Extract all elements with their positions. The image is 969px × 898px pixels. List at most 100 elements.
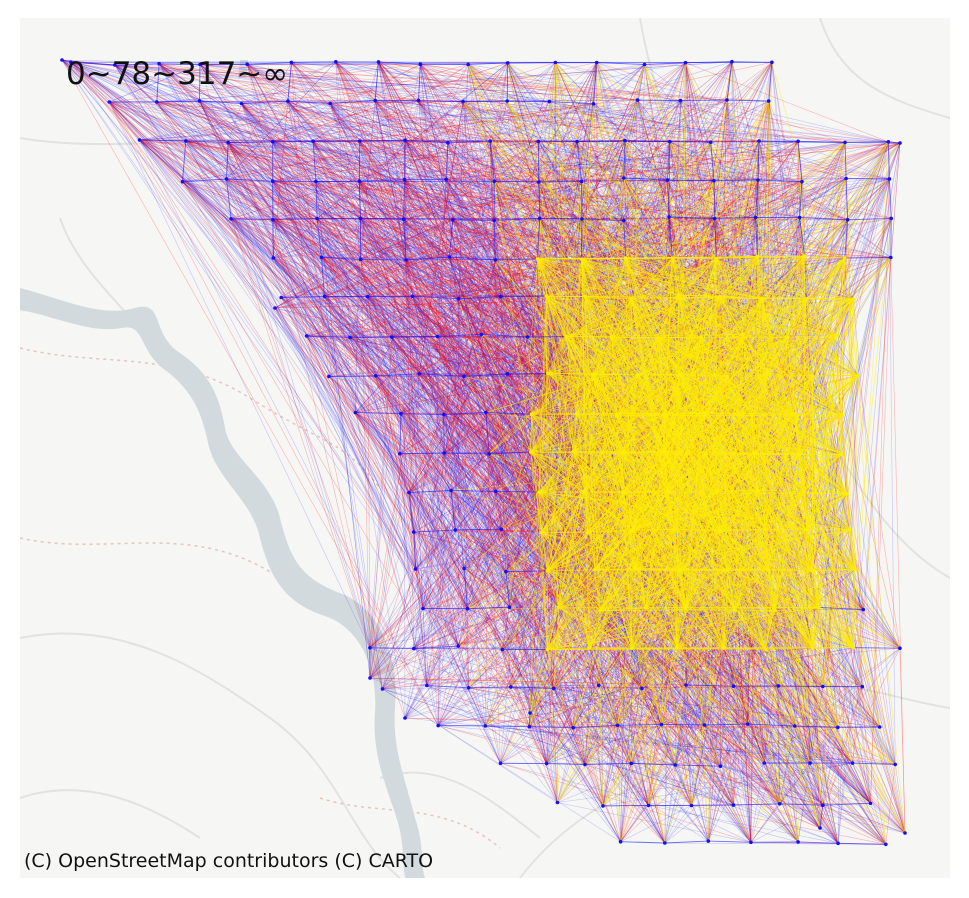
flow-node (722, 646, 726, 650)
flow-node (590, 372, 595, 377)
flow-node (137, 138, 142, 142)
flow-node (703, 411, 708, 415)
flow-node (800, 179, 804, 184)
flow-node (659, 722, 664, 727)
flow-node (411, 530, 416, 534)
flow-node (903, 831, 907, 835)
flow-node (380, 687, 385, 691)
flow-node (553, 60, 558, 65)
flow-node (444, 177, 448, 182)
flow-node (535, 257, 540, 261)
flow-node (416, 98, 421, 103)
flow-node (583, 762, 587, 767)
flow-map[interactable] (20, 18, 950, 878)
flow-node (635, 98, 640, 102)
flow-node (504, 569, 508, 574)
flow-node (770, 60, 774, 65)
flow-node (633, 566, 637, 571)
flow-node (436, 723, 441, 728)
flow-node (860, 684, 865, 689)
flow-node (839, 452, 844, 457)
flow-node (631, 528, 635, 532)
flow-node (184, 139, 188, 143)
flow-node (403, 716, 407, 720)
flow-node (446, 141, 450, 145)
flow-node (465, 606, 470, 611)
flow-node (836, 841, 840, 846)
flow-node (226, 140, 230, 145)
flow-node (718, 764, 723, 768)
flow-node (466, 686, 471, 690)
flow-node (466, 62, 471, 67)
flow-node (591, 102, 596, 106)
flow-node (479, 332, 484, 337)
flow-node (741, 332, 745, 337)
flow-node (678, 98, 683, 103)
flow-node (884, 842, 888, 847)
flow-node (314, 179, 318, 184)
flow-node (868, 801, 873, 806)
flow-node (817, 605, 821, 610)
flow-node (399, 411, 403, 416)
flow-node (785, 335, 790, 340)
flow-node (877, 725, 882, 729)
flow-node (851, 645, 856, 650)
flow-node (663, 841, 667, 845)
flow-node (703, 453, 708, 457)
flow-node (544, 761, 549, 766)
flow-node (157, 61, 161, 66)
flow-node (622, 218, 626, 223)
flow-node (887, 177, 892, 181)
flow-node (598, 608, 602, 613)
flow-node (646, 803, 651, 808)
flow-node (708, 140, 713, 144)
flow-node (552, 686, 556, 691)
flow-node (451, 218, 455, 222)
flow-node (889, 255, 893, 260)
flow-node (556, 605, 561, 610)
flow-node (498, 761, 503, 765)
flow-node (898, 646, 902, 650)
flow-node (487, 452, 492, 456)
flow-node (462, 374, 466, 379)
flow-node (850, 761, 855, 765)
flow-node (270, 140, 275, 144)
flow-node (752, 451, 756, 456)
flow-nodes (60, 58, 907, 847)
flow-node (289, 60, 294, 65)
flow-node (403, 138, 407, 142)
flow-node (357, 139, 362, 143)
flow-node (796, 139, 800, 144)
flow-node (712, 178, 716, 183)
flow-node (886, 140, 891, 144)
flow-node (856, 373, 860, 378)
flow-node (571, 725, 575, 730)
flow-node (575, 139, 579, 144)
flow-node (456, 296, 461, 301)
flow-node (525, 335, 530, 339)
flow-node (629, 761, 634, 766)
flow-node (810, 569, 815, 573)
flow-node (574, 411, 579, 416)
flow-node (500, 647, 505, 652)
flow-node (271, 256, 276, 260)
flow-node (447, 255, 452, 259)
flow-node (821, 803, 825, 807)
flow-node (715, 489, 719, 494)
map-attribution: (C) OpenStreetMap contributors (C) CARTO (24, 850, 434, 872)
flow-node (889, 216, 893, 221)
map-frame[interactable]: 0~78~317~∞ (C) OpenStreetMap contributor… (20, 18, 950, 878)
flow-node (270, 179, 275, 183)
flow-node (805, 297, 809, 301)
flow-node (804, 528, 809, 532)
flow-node (229, 217, 233, 221)
flow-node (69, 60, 73, 64)
flow-node (732, 608, 737, 612)
flow-node (373, 98, 378, 103)
flow-node (818, 826, 822, 830)
flow-node (644, 606, 648, 610)
flow-node (623, 256, 628, 260)
flow-node (670, 256, 675, 260)
flow-node (726, 568, 730, 573)
flow-node (537, 180, 541, 184)
